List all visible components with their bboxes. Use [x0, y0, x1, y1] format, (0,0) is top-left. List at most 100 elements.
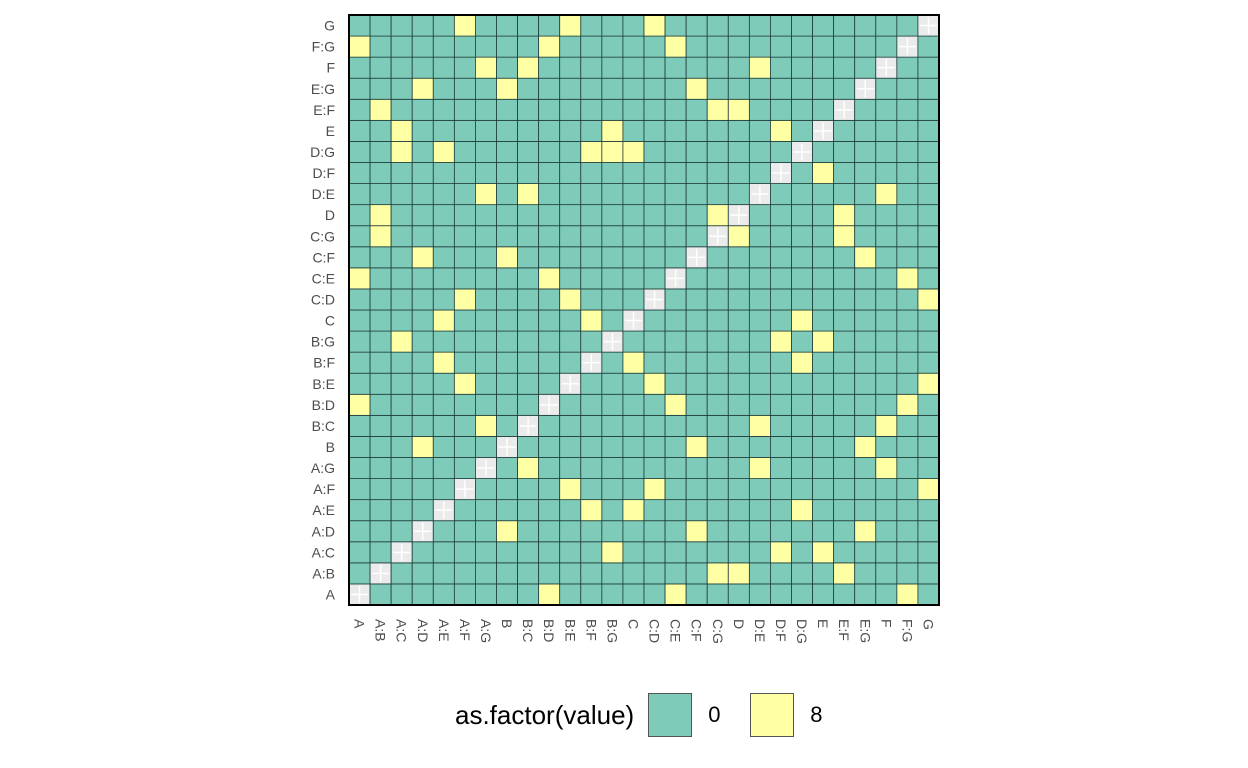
- heatmap-cell-0: [369, 457, 392, 479]
- heatmap-cell-0: [854, 583, 877, 606]
- heatmap-cell-8: [390, 141, 413, 163]
- y-tick-label: C:F: [312, 249, 335, 265]
- heatmap-cell-0: [348, 288, 371, 311]
- heatmap-cell-0: [580, 225, 603, 248]
- heatmap-cell-0: [601, 288, 624, 311]
- heatmap-cell-0: [348, 14, 371, 37]
- heatmap-cell-8: [348, 35, 371, 58]
- heatmap-cell-0: [706, 267, 729, 290]
- heatmap-cell-0: [348, 562, 371, 585]
- heatmap-cell-0: [770, 351, 792, 374]
- heatmap-cell-0: [538, 183, 561, 206]
- heatmap-cell-0: [369, 309, 392, 332]
- heatmap-cell-8: [664, 35, 687, 58]
- heatmap-cell-0: [411, 478, 434, 501]
- y-tick-label: B:D: [312, 397, 335, 413]
- heatmap-cell-0: [854, 351, 877, 374]
- heatmap-cell-0: [390, 457, 413, 479]
- x-tick-label: B:C: [520, 619, 536, 642]
- y-tick-label: B: [326, 439, 335, 455]
- heatmap-cell-8: [727, 98, 750, 121]
- heatmap-cell-8: [833, 225, 856, 248]
- heatmap-cell-8: [559, 288, 582, 311]
- heatmap-cell-0: [854, 288, 877, 311]
- na-cell-pattern: [540, 396, 558, 414]
- heatmap-cell-0: [727, 499, 750, 522]
- heatmap-cell-0: [538, 288, 561, 311]
- heatmap-cell-0: [685, 351, 708, 374]
- heatmap-cell-0: [475, 204, 497, 227]
- heatmap-cell-0: [411, 541, 434, 564]
- y-tick-label: D: [325, 207, 335, 223]
- heatmap-cell-0: [833, 499, 856, 522]
- heatmap-cell-0: [664, 562, 687, 585]
- heatmap-cell-0: [390, 414, 413, 437]
- heatmap-cell-0: [559, 35, 582, 58]
- heatmap-cell-0: [390, 436, 413, 458]
- heatmap-cell-0: [517, 330, 540, 353]
- heatmap-cell-0: [369, 141, 392, 163]
- heatmap-cell-8: [580, 141, 603, 163]
- heatmap-cell-0: [580, 583, 603, 606]
- heatmap-cell-8: [411, 246, 434, 269]
- heatmap-cell-0: [390, 520, 413, 543]
- heatmap-cell-0: [432, 14, 455, 37]
- heatmap-cell-8: [369, 204, 392, 227]
- heatmap-cell-0: [453, 225, 476, 248]
- x-axis-tick-labels: A A:B A:C A:D A:E A:F A:G B B:C B:D B:E B:F B:G C C:D C…: [352, 619, 937, 644]
- heatmap-cell-0: [580, 393, 603, 416]
- heatmap-cell-0: [475, 583, 497, 606]
- heatmap-cell-0: [770, 267, 792, 290]
- heatmap-cell-8: [896, 393, 919, 416]
- heatmap-cell-0: [812, 562, 835, 585]
- heatmap-cell-0: [917, 225, 940, 248]
- heatmap-cell-0: [453, 562, 476, 585]
- heatmap-cell-0: [643, 330, 666, 353]
- heatmap-cell-0: [685, 141, 708, 163]
- na-cell-pattern: [835, 101, 853, 119]
- heatmap-cell-0: [622, 541, 645, 564]
- na-cell-pattern: [898, 38, 916, 56]
- heatmap-cell-0: [833, 393, 856, 416]
- heatmap-cell-0: [496, 14, 518, 37]
- y-tick-label: D:F: [312, 165, 335, 181]
- heatmap-cell-0: [643, 562, 666, 585]
- heatmap-cell-0: [917, 457, 940, 479]
- heatmap-cell-0: [390, 204, 413, 227]
- heatmap-cell-0: [685, 393, 708, 416]
- heatmap-cell-0: [748, 162, 771, 184]
- heatmap-cell-0: [896, 162, 919, 184]
- heatmap-cell-0: [812, 183, 835, 206]
- heatmap-cell-8: [601, 541, 624, 564]
- heatmap-cell-0: [854, 14, 877, 37]
- heatmap-cell-8: [854, 520, 877, 543]
- heatmap-cell-0: [622, 562, 645, 585]
- heatmap-cell-0: [685, 98, 708, 121]
- heatmap-cell-0: [622, 414, 645, 437]
- heatmap-cell-0: [854, 478, 877, 501]
- heatmap-cell-0: [643, 267, 666, 290]
- heatmap-cell-0: [664, 246, 687, 269]
- heatmap-cell-0: [453, 183, 476, 206]
- heatmap-cell-0: [496, 309, 518, 332]
- y-tick-label: D:G: [310, 144, 335, 160]
- heatmap-cell-0: [770, 499, 792, 522]
- heatmap-cell-0: [622, 393, 645, 416]
- heatmap-cell-0: [812, 56, 835, 79]
- heatmap-cell-0: [664, 351, 687, 374]
- heatmap-cell-0: [727, 414, 750, 437]
- na-cell-pattern: [814, 122, 832, 140]
- heatmap-cell-0: [538, 541, 561, 564]
- heatmap-cell-0: [664, 436, 687, 458]
- heatmap-cell-8: [432, 141, 455, 163]
- heatmap-cell-0: [411, 56, 434, 79]
- heatmap-cell-0: [411, 162, 434, 184]
- y-axis-tick-labels: A A:B A:C A:D A:E A:F A:G B B:C B:D B:E B:F B:G C C:D C…: [310, 18, 336, 603]
- heatmap-cell-0: [875, 246, 898, 269]
- heatmap-cell-0: [706, 351, 729, 374]
- heatmap-cell-0: [664, 478, 687, 501]
- heatmap-cell-0: [622, 204, 645, 227]
- heatmap-cell-0: [517, 35, 540, 58]
- y-tick-label: E:F: [313, 102, 335, 118]
- x-tick-label: G: [920, 619, 936, 630]
